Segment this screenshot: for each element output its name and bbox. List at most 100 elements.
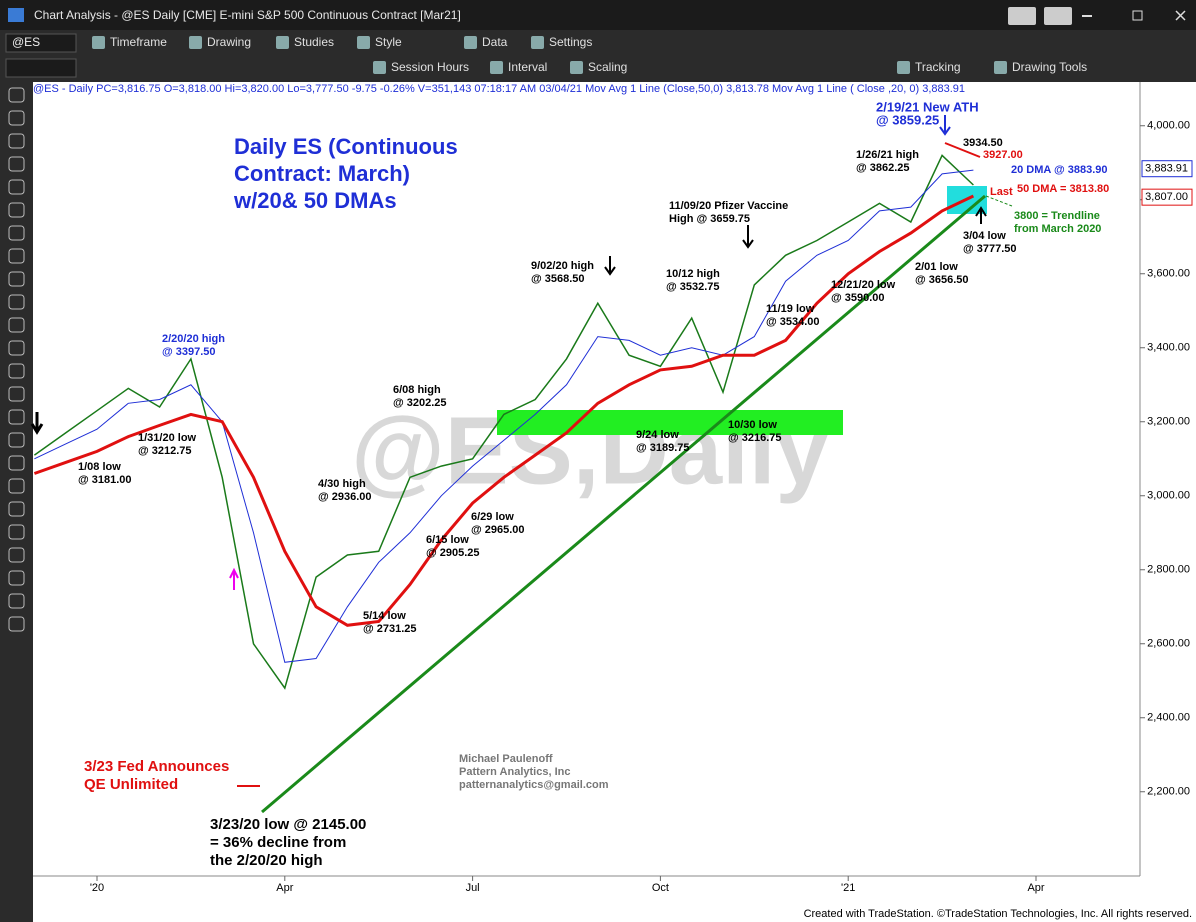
annotation: 5/14 low [363, 610, 406, 622]
annotation: 10/30 low [728, 419, 777, 431]
annotation: @ 3859.25 [876, 112, 939, 127]
x-tick-label: '21 [841, 882, 855, 894]
toolbar-icon [357, 36, 370, 49]
toolbar-item[interactable]: Drawing Tools [1012, 60, 1087, 74]
toolbar-icon [92, 36, 105, 49]
toolbar-icon [189, 36, 202, 49]
app-icon [8, 8, 24, 22]
interval-box[interactable] [5, 58, 77, 78]
annotation: @ 3216.75 [728, 432, 782, 444]
tool-icon[interactable] [8, 363, 25, 379]
price-marker [1141, 188, 1193, 206]
symbol: @ES [12, 35, 40, 49]
window-title: Chart Analysis - @ES Daily [CME] E-mini … [34, 8, 461, 22]
tool-icon[interactable] [8, 547, 25, 563]
annotation: = 36% decline from [210, 834, 346, 851]
toolbar-item[interactable]: Timeframe [110, 35, 167, 49]
toolbar-item[interactable]: Style [375, 35, 402, 49]
tool-icon[interactable] [8, 156, 25, 172]
annotation: from March 2020 [1014, 223, 1101, 235]
tool-icon[interactable] [8, 501, 25, 517]
annotation: @ 3397.50 [162, 346, 216, 358]
tool-icon[interactable] [8, 616, 25, 632]
annotation: 12/21/20 low [831, 279, 896, 291]
annotation: @ 3532.75 [666, 281, 720, 293]
title-bar [0, 0, 1196, 30]
series-line [33, 194, 975, 627]
annotation: 11/09/20 Pfizer Vaccine [669, 200, 788, 212]
toolbar-item[interactable]: Settings [549, 35, 592, 49]
annotation: @ 2905.25 [426, 547, 480, 559]
y-tick-label: 3,400.00 [1147, 342, 1190, 354]
tool-icon[interactable] [8, 570, 25, 586]
annotation: 3/23 Fed Announces [84, 758, 229, 775]
i-button[interactable] [1044, 7, 1072, 25]
tool-icon[interactable] [8, 225, 25, 241]
tool-icon[interactable] [8, 271, 25, 287]
toolbar-item[interactable]: Tracking [915, 60, 961, 74]
annotation: 3/23/20 low @ 2145.00 [210, 816, 366, 833]
tool-icon[interactable] [8, 87, 25, 103]
maximize[interactable] [1132, 10, 1143, 21]
tool-icon[interactable] [8, 202, 25, 218]
tool-icon[interactable] [8, 294, 25, 310]
tool-icon[interactable] [8, 593, 25, 609]
tool-icon[interactable] [8, 317, 25, 333]
toolbar-item[interactable]: Scaling [588, 60, 627, 74]
x-tick-label: Jul [466, 882, 480, 894]
tool-icon[interactable] [8, 386, 25, 402]
tool-icon[interactable] [8, 340, 25, 356]
annotation: 2/20/20 high [162, 333, 225, 345]
x-tick-label: Oct [652, 882, 669, 894]
toolbar-item[interactable]: Studies [294, 35, 334, 49]
tool-icon[interactable] [8, 478, 25, 494]
toolbar-icon [373, 61, 386, 74]
tool-icon[interactable] [8, 248, 25, 264]
tool-icon[interactable] [8, 179, 25, 195]
toolbar-icon [276, 36, 289, 49]
tool-icon[interactable] [8, 432, 25, 448]
status-line: @ES - Daily PC=3,816.75 O=3,818.00 Hi=3,… [33, 83, 965, 95]
arrow [604, 256, 616, 276]
toolbar-item[interactable]: Data [482, 35, 508, 49]
toolbar-item[interactable]: Session Hours [391, 60, 469, 74]
arrow [229, 567, 239, 590]
y-tick-label: 2,800.00 [1147, 564, 1190, 576]
annotation: @ 3202.25 [393, 397, 447, 409]
annotation: 3927.00 [983, 149, 1023, 161]
tool-icon[interactable] [8, 133, 25, 149]
annotation: Pattern Analytics, Inc [459, 766, 570, 778]
trendline [261, 194, 986, 814]
tool-icon[interactable] [8, 455, 25, 471]
annotation: @ 3189.75 [636, 442, 690, 454]
annotation: @ 3590.00 [831, 292, 885, 304]
annotation: 1/26/21 high [856, 149, 919, 161]
x-tick-label: Apr [1027, 882, 1044, 894]
tool-icon[interactable] [8, 110, 25, 126]
annotation: 2/01 low [915, 261, 958, 273]
s-button[interactable] [1008, 7, 1036, 25]
tool-icon[interactable] [8, 409, 25, 425]
toolbar-icon [994, 61, 1007, 74]
x-tick-label: '20 [90, 882, 104, 894]
symbol-box[interactable] [5, 33, 77, 53]
annotation: 20 DMA @ 3883.90 [1011, 164, 1108, 176]
chart-title: w/20& 50 DMAs [233, 188, 397, 213]
series-line [33, 154, 974, 690]
price-marker-label: 3,883.91 [1145, 163, 1188, 175]
annotation: Michael Paulenoff [459, 753, 553, 765]
close[interactable] [1175, 10, 1186, 21]
chart-title: Contract: March) [234, 161, 410, 186]
arrow [30, 412, 44, 435]
toolbar-item[interactable]: Interval [508, 60, 547, 74]
toolbar-icon [897, 61, 910, 74]
annotation: patternanalytics@gmail.com [459, 779, 609, 791]
tool-icon[interactable] [8, 524, 25, 540]
annotation: 2/19/21 New ATH [876, 99, 979, 114]
annotation: 3934.50 [963, 137, 1003, 149]
annotation: 9/02/20 high [531, 260, 594, 272]
annotation: @ 3862.25 [856, 162, 910, 174]
toolbar-item[interactable]: Drawing [207, 35, 251, 49]
support-zone [497, 410, 843, 435]
